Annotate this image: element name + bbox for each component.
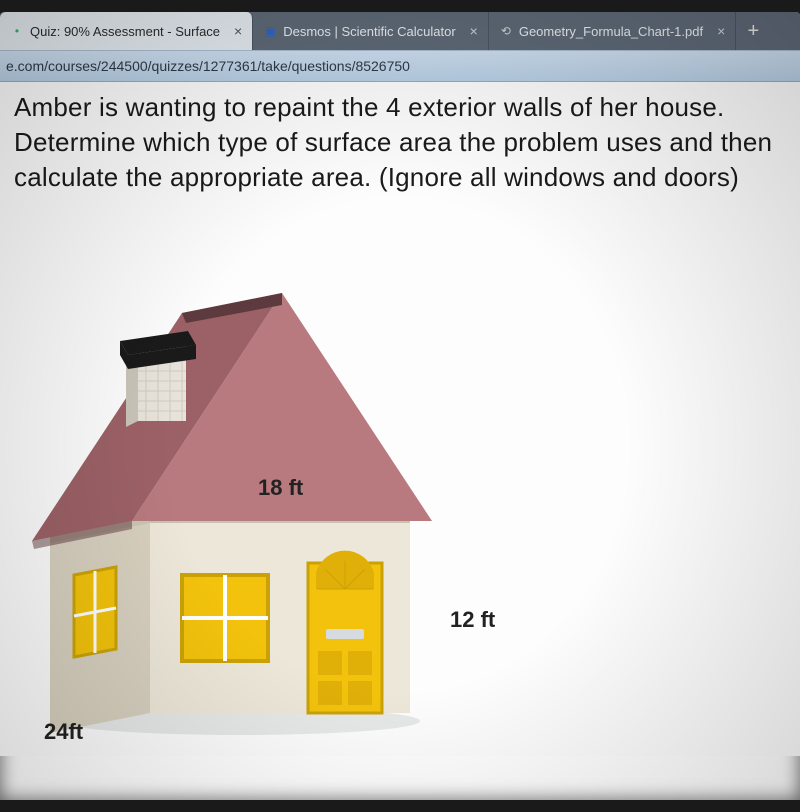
- dim-wall-height: 12 ft: [450, 607, 496, 632]
- close-icon[interactable]: ×: [470, 23, 478, 39]
- favicon-desmos: ▣: [263, 24, 277, 38]
- address-bar[interactable]: e.com/courses/244500/quizzes/1277361/tak…: [0, 50, 800, 82]
- house-diagram: 18 ft 12 ft 24ft: [14, 223, 786, 748]
- favicon-pdf: ⟲: [499, 24, 513, 38]
- tab-quiz[interactable]: • Quiz: 90% Assessment - Surface ×: [0, 12, 253, 50]
- question-line-1: Amber is wanting to repaint the 4 exteri…: [14, 90, 786, 125]
- tab-desmos[interactable]: ▣ Desmos | Scientific Calculator ×: [253, 12, 489, 50]
- quiz-content: Amber is wanting to repaint the 4 exteri…: [0, 82, 800, 756]
- tab-title: Quiz: 90% Assessment - Surface: [30, 24, 220, 39]
- question-line-3: calculate the appropriate area. (Ignore …: [14, 160, 786, 195]
- dim-front-width: 18 ft: [258, 475, 304, 500]
- browser-window: • Quiz: 90% Assessment - Surface × ▣ Des…: [0, 12, 800, 800]
- close-icon[interactable]: ×: [717, 23, 725, 39]
- tab-title: Desmos | Scientific Calculator: [283, 24, 455, 39]
- tab-title: Geometry_Formula_Chart-1.pdf: [519, 24, 703, 39]
- url-text: e.com/courses/244500/quizzes/1277361/tak…: [6, 58, 410, 74]
- tab-geometry-pdf[interactable]: ⟲ Geometry_Formula_Chart-1.pdf ×: [489, 12, 736, 50]
- close-icon[interactable]: ×: [234, 23, 242, 39]
- dim-side-depth: 24ft: [44, 719, 84, 743]
- new-tab-button[interactable]: +: [736, 12, 770, 50]
- tab-strip: • Quiz: 90% Assessment - Surface × ▣ Des…: [0, 12, 800, 50]
- favicon-quiz: •: [10, 24, 24, 38]
- question-line-2: Determine which type of surface area the…: [14, 125, 786, 160]
- house-svg: 18 ft 12 ft 24ft: [20, 223, 540, 743]
